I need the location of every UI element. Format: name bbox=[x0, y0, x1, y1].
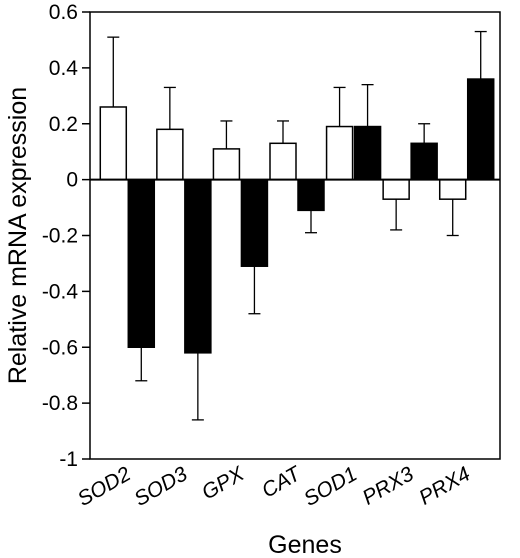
x-tick-label: SOD3 bbox=[130, 462, 191, 511]
bar bbox=[410, 142, 438, 181]
y-tick-label: 0.4 bbox=[49, 57, 79, 80]
bar bbox=[212, 148, 241, 181]
bar bbox=[269, 142, 297, 181]
bar bbox=[127, 178, 156, 348]
x-axis-title: Genes bbox=[268, 531, 342, 558]
x-tick-label: PRX3 bbox=[359, 462, 418, 510]
x-tick-label: SOD2 bbox=[74, 462, 135, 511]
bar bbox=[240, 178, 269, 267]
x-tick-label: CAT bbox=[258, 461, 306, 502]
bar bbox=[353, 125, 382, 181]
y-tick-label: -0.2 bbox=[42, 225, 78, 248]
y-tick-label: 0.2 bbox=[49, 113, 78, 136]
x-tick-label: GPX bbox=[198, 462, 249, 505]
bars-group bbox=[99, 30, 495, 421]
y-tick-label: 0 bbox=[66, 169, 78, 192]
y-axis: 0.6 0.4 0.2 0 -0.2 -0.4 -0.6 -0.8 -1 bbox=[42, 1, 90, 471]
bar bbox=[325, 125, 354, 181]
x-tick-label: PRX4 bbox=[415, 462, 474, 509]
y-tick-label: 0.6 bbox=[49, 1, 78, 24]
y-axis-title: Relative mRNA expression bbox=[4, 87, 32, 384]
bar bbox=[382, 178, 410, 200]
bar bbox=[156, 128, 184, 181]
bar bbox=[438, 178, 467, 200]
y-tick-label: -1 bbox=[59, 448, 78, 471]
x-tick-label: SOD1 bbox=[300, 462, 361, 511]
bar bbox=[297, 178, 325, 212]
bar bbox=[466, 78, 495, 181]
bar bbox=[184, 178, 212, 354]
y-tick-label: -0.4 bbox=[42, 280, 79, 303]
bar bbox=[99, 106, 128, 181]
y-tick-label: -0.8 bbox=[42, 392, 78, 415]
y-tick-label: -0.6 bbox=[42, 336, 78, 359]
